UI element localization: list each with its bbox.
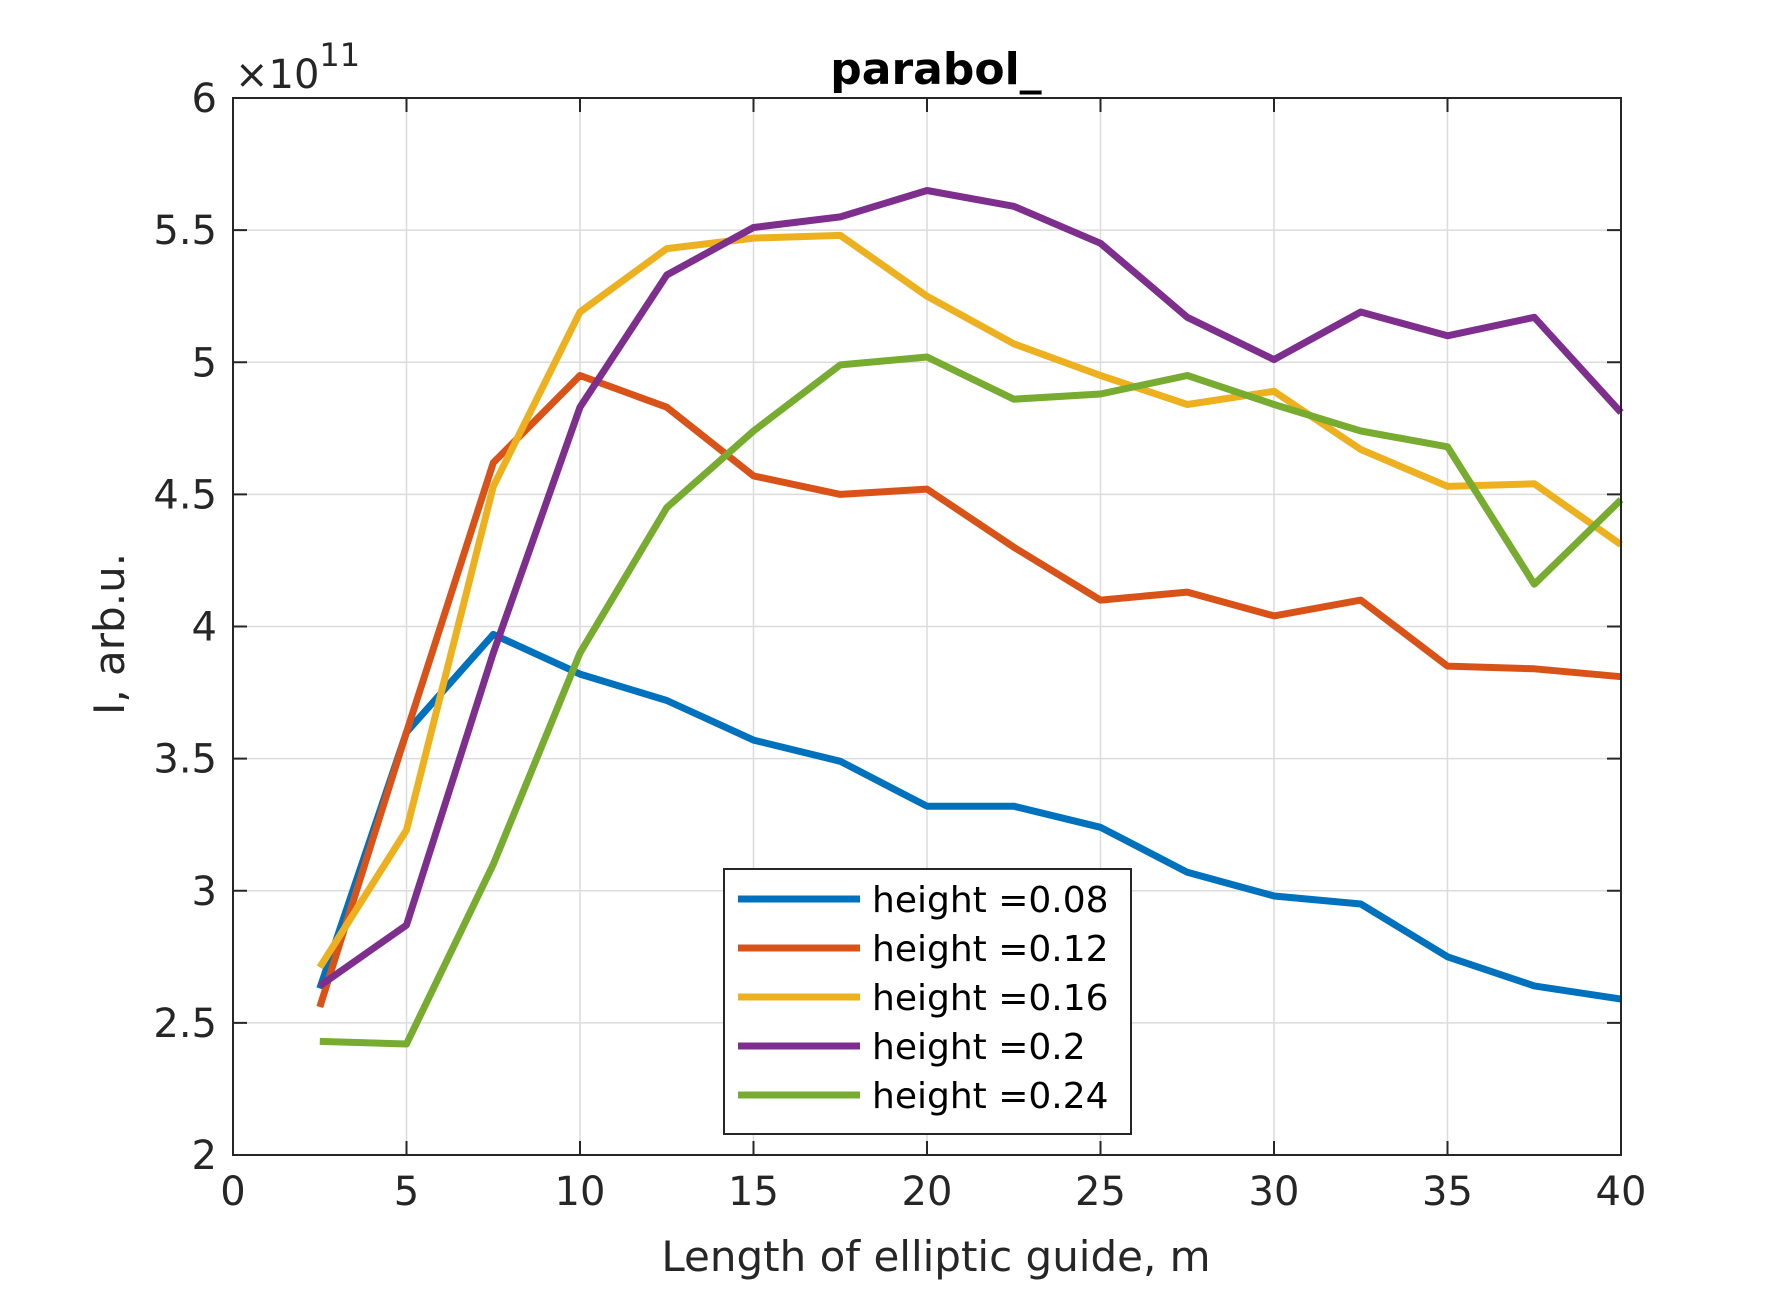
legend-label: height =0.08 [872, 880, 1109, 921]
chart-title: parabol_ [830, 44, 1041, 95]
x-axis-label: Length of elliptic guide, m [661, 1232, 1210, 1281]
x-tick-label: 25 [1075, 1169, 1126, 1215]
x-tick-label: 15 [728, 1169, 779, 1215]
y-tick-label: 5.5 [153, 208, 217, 254]
series-line-5 [319, 353, 1624, 1048]
y-tick-label: 4.5 [153, 472, 217, 518]
y-axis-label: I, arb.u. [85, 553, 134, 715]
x-tick-label: 0 [220, 1169, 245, 1215]
x-tick-label: 20 [902, 1169, 953, 1215]
legend: height =0.08 height =0.12 height =0.16 heig… [723, 868, 1132, 1135]
x-tick-label: 10 [555, 1169, 606, 1215]
legend-label: height =0.24 [872, 1076, 1109, 1117]
x-tick-label: 35 [1422, 1169, 1473, 1215]
y-tick-label: 2.5 [153, 1001, 217, 1047]
series-line-1 [316, 630, 1622, 1003]
y-tick-labels: 2 2.5 3 3.5 4 4.5 5 5.5 6 [153, 76, 217, 1179]
x-tick-label: 40 [1596, 1169, 1647, 1215]
y-tick-label: 4 [192, 605, 217, 651]
legend-box [723, 868, 1132, 1135]
series-line-3 [316, 231, 1624, 970]
y-tick-label: 2 [192, 1133, 217, 1179]
y-tick-label: 3.5 [153, 737, 217, 783]
x-tick-label: 30 [1249, 1169, 1300, 1215]
y-axis-exponent: ×1011 [235, 36, 360, 98]
series-layer [316, 187, 1624, 1048]
series-line-2 [316, 372, 1622, 1009]
y-axis-exponent-base: ×10 [235, 52, 319, 98]
tick-marks [232, 97, 1622, 1156]
legend-label: height =0.2 [872, 1027, 1086, 1068]
legend-label: height =0.16 [872, 978, 1109, 1019]
y-axis-exponent-power: 11 [319, 36, 360, 74]
y-tick-label: 3 [192, 869, 217, 915]
x-tick-labels: 0 5 10 15 20 25 30 35 40 [220, 1169, 1646, 1215]
x-tick-label: 5 [394, 1169, 419, 1215]
series-line-4 [317, 187, 1624, 989]
y-tick-label: 5 [192, 340, 217, 386]
legend-label: height =0.12 [872, 929, 1109, 970]
y-tick-label: 6 [192, 76, 217, 122]
